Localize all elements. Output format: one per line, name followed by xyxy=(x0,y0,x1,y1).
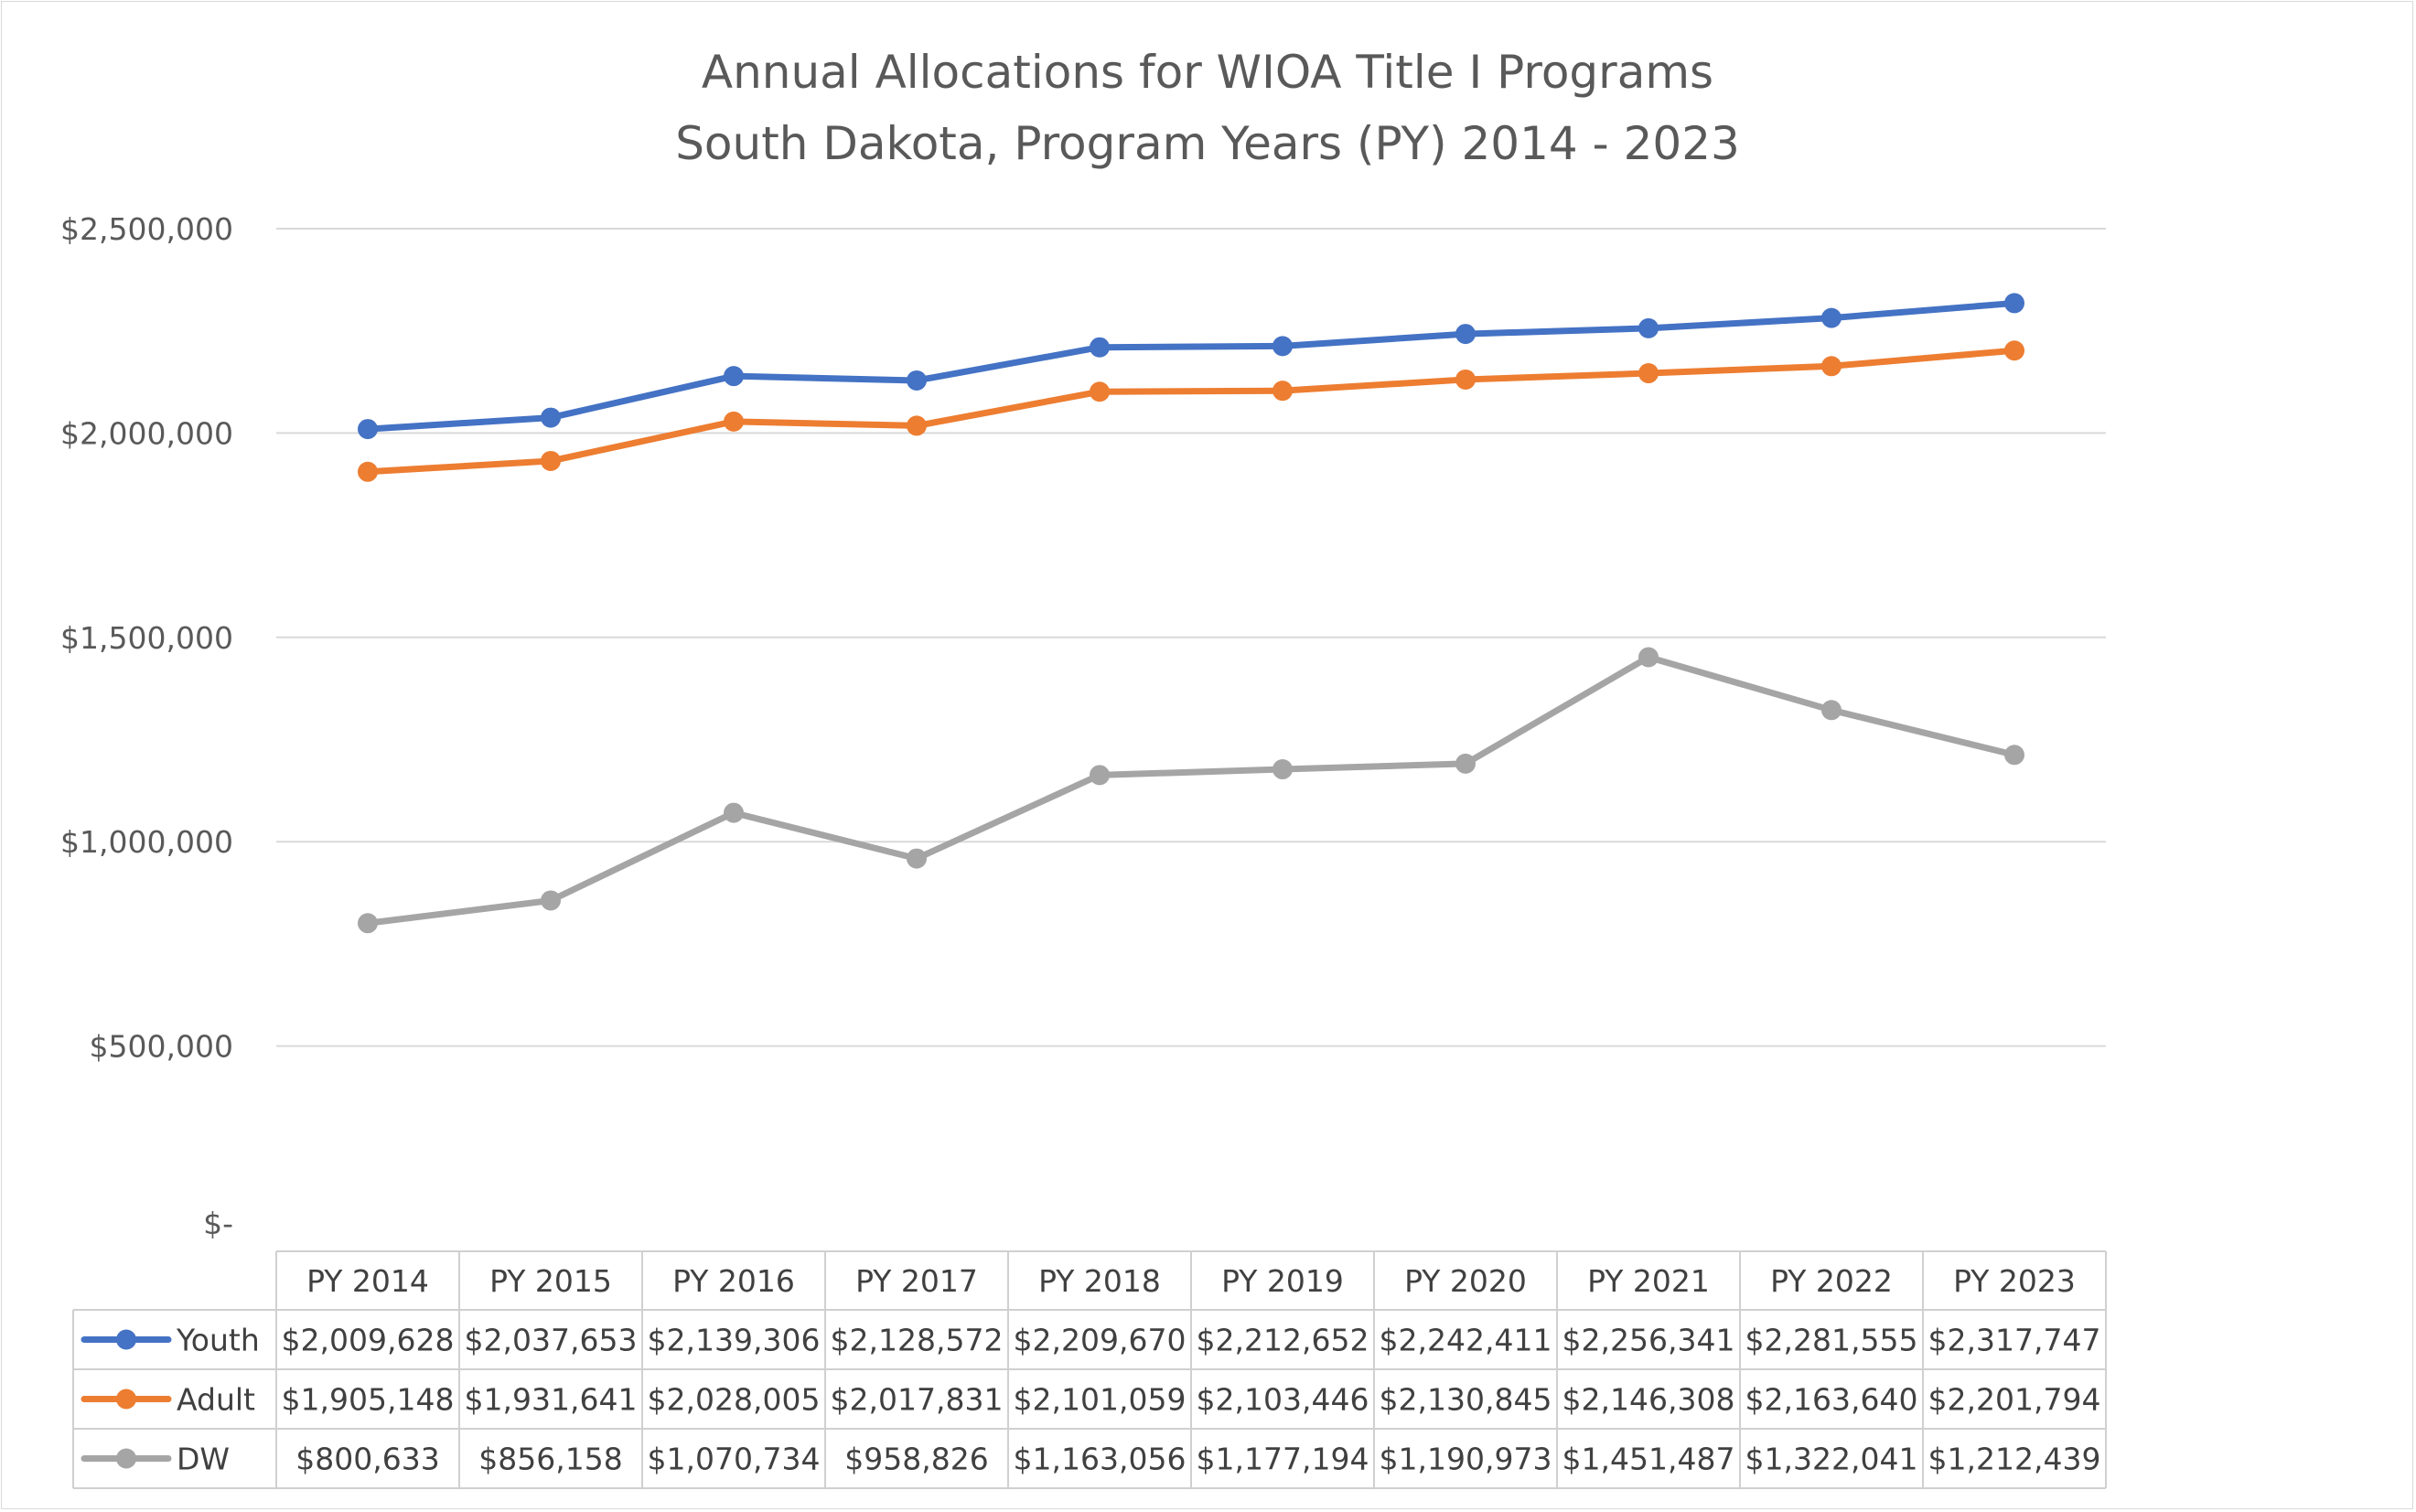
data-label: $2,209,670 xyxy=(1014,1323,1187,1358)
data-point-youth xyxy=(1638,317,1659,338)
data-point-youth xyxy=(1455,324,1476,345)
data-table: PY 2014 PY 2015 PY 2016 PY 2017 PY 2018 PY 20… xyxy=(72,1250,2107,1489)
y-axis-ticks: $- $500,000 $1,000,000 $1,500,000 $2,000,000… xyxy=(60,211,233,1241)
legend-marker-dw xyxy=(116,1448,136,1469)
data-label: $2,101,059 xyxy=(1014,1382,1187,1418)
y-tick-label: $1,500,000 xyxy=(60,620,233,656)
data-point-youth xyxy=(1272,336,1293,357)
data-point-dw xyxy=(2004,745,2024,766)
data-point-youth xyxy=(2004,293,2024,314)
x-category-label: PY 2015 xyxy=(489,1263,612,1299)
data-point-dw xyxy=(724,802,744,823)
data-point-youth xyxy=(907,370,927,391)
data-point-adult xyxy=(1638,363,1659,384)
data-point-adult xyxy=(541,450,561,471)
data-label: $958,826 xyxy=(844,1442,988,1477)
data-label: $2,212,652 xyxy=(1197,1323,1369,1358)
data-label: $1,163,056 xyxy=(1014,1442,1187,1477)
data-point-adult xyxy=(907,415,927,436)
data-label: $800,633 xyxy=(295,1442,439,1477)
data-point-adult xyxy=(358,461,378,482)
data-point-dw xyxy=(1272,759,1293,780)
data-label: $856,158 xyxy=(478,1442,622,1477)
data-point-dw xyxy=(1638,647,1659,668)
chart-title: Annual Allocations for WIOA Title I Prog… xyxy=(702,46,1713,99)
x-category-label: PY 2014 xyxy=(306,1263,429,1299)
series-line-youth xyxy=(364,299,2018,433)
x-category-label: PY 2023 xyxy=(1953,1263,2076,1299)
chart-subtitle: South Dakota, Program Years (PY) 2014 - … xyxy=(675,117,1740,170)
series-lines xyxy=(358,293,2024,934)
data-label: $2,128,572 xyxy=(831,1323,1004,1358)
data-label: $2,103,446 xyxy=(1197,1382,1369,1418)
legend-label-youth: Youth xyxy=(176,1323,260,1358)
legend-label-dw: DW xyxy=(177,1442,230,1477)
data-point-adult xyxy=(724,411,744,432)
x-category-label: PY 2017 xyxy=(855,1263,978,1299)
x-category-label: PY 2019 xyxy=(1221,1263,1344,1299)
data-label: $1,322,041 xyxy=(1745,1442,1918,1477)
data-label: $1,070,734 xyxy=(648,1442,821,1477)
data-point-dw xyxy=(1455,753,1476,774)
data-point-dw xyxy=(1090,765,1110,786)
data-label: $1,905,148 xyxy=(282,1382,455,1418)
data-label: $2,139,306 xyxy=(648,1323,821,1358)
x-category-label: PY 2021 xyxy=(1587,1263,1710,1299)
data-label: $2,017,831 xyxy=(831,1382,1004,1418)
x-category-label: PY 2016 xyxy=(672,1263,795,1299)
data-point-youth xyxy=(358,419,378,440)
y-tick-label: $2,500,000 xyxy=(60,211,233,247)
data-label: $1,931,641 xyxy=(465,1382,638,1418)
data-label: $1,451,487 xyxy=(1562,1442,1735,1477)
data-label: $1,212,439 xyxy=(1928,1442,2101,1477)
data-point-youth xyxy=(541,407,561,428)
x-category-label: PY 2022 xyxy=(1770,1263,1893,1299)
x-category-label: PY 2020 xyxy=(1404,1263,1527,1299)
y-tick-label: $1,000,000 xyxy=(60,824,233,860)
data-label: $2,256,341 xyxy=(1562,1323,1735,1358)
series-line-dw xyxy=(364,653,2018,927)
data-label: $2,009,628 xyxy=(282,1323,455,1358)
data-label: $2,242,411 xyxy=(1380,1323,1552,1358)
data-point-dw xyxy=(1821,700,1842,721)
x-category-label: PY 2018 xyxy=(1038,1263,1161,1299)
data-point-dw xyxy=(907,848,927,869)
data-label: $1,177,194 xyxy=(1197,1442,1369,1477)
legend-marker-youth xyxy=(116,1329,136,1350)
data-label: $2,028,005 xyxy=(648,1382,821,1418)
data-point-dw xyxy=(358,913,378,934)
y-tick-label: $2,000,000 xyxy=(60,415,233,451)
gridlines xyxy=(276,228,2106,1047)
data-point-youth xyxy=(1821,307,1842,328)
data-point-adult xyxy=(2004,340,2024,361)
data-label: $2,317,747 xyxy=(1928,1323,2101,1358)
data-label: $2,037,653 xyxy=(465,1323,638,1358)
series-line-adult xyxy=(364,347,2018,476)
data-point-adult xyxy=(1821,356,1842,377)
legend-marker-adult xyxy=(116,1389,136,1410)
data-point-adult xyxy=(1455,369,1476,390)
data-point-adult xyxy=(1090,381,1110,402)
y-tick-label: $- xyxy=(203,1206,233,1241)
y-tick-label: $500,000 xyxy=(90,1029,233,1065)
data-point-adult xyxy=(1272,381,1293,402)
data-point-youth xyxy=(1090,337,1110,358)
legend-label-adult: Adult xyxy=(177,1382,255,1418)
data-label: $2,146,308 xyxy=(1562,1382,1735,1418)
data-label: $1,190,973 xyxy=(1380,1442,1552,1477)
data-label: $2,281,555 xyxy=(1745,1323,1918,1358)
data-point-dw xyxy=(541,890,561,911)
data-label: $2,201,794 xyxy=(1928,1382,2101,1418)
data-point-youth xyxy=(724,366,744,387)
data-label: $2,130,845 xyxy=(1380,1382,1552,1418)
data-label: $2,163,640 xyxy=(1745,1382,1918,1418)
